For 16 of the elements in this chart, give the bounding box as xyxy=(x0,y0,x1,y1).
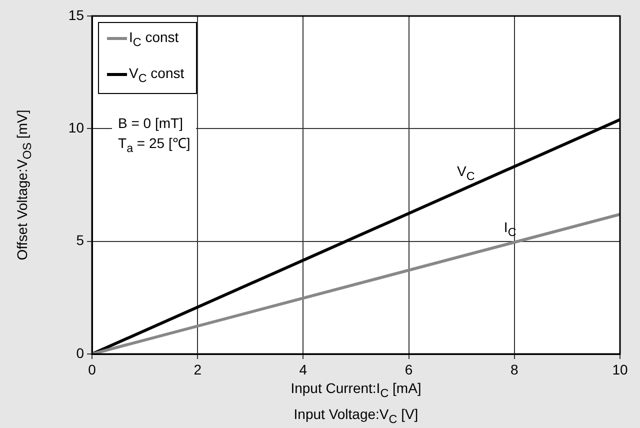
legend-label: V$_{C}$ const xyxy=(129,64,184,85)
y-tick-label: 10 xyxy=(68,120,84,136)
annotation: T$_{a}$ = 25 [℃] xyxy=(118,134,190,157)
legend-label: I$_{C}$ const xyxy=(129,29,179,49)
x-axis-title: Input Current:I$_{C}$ [mA] Input Voltage:V$_{C}$ [V] xyxy=(290,379,422,428)
y-tick-label: 0 xyxy=(76,344,84,361)
x-tick-label: 8 xyxy=(510,361,518,378)
annotation: B = 0 [mT] xyxy=(118,114,184,133)
x-tick-label: 10 xyxy=(612,361,628,378)
annotation: V$_{C}$ xyxy=(457,163,475,184)
y-tick-label: 15 xyxy=(68,6,84,23)
x-tick-label: 2 xyxy=(194,361,202,378)
x-tick-label: 4 xyxy=(299,361,308,378)
x-tick-label: 0 xyxy=(88,361,96,378)
y-tick-label: 5 xyxy=(76,232,84,248)
x-tick-label: 6 xyxy=(404,361,413,378)
